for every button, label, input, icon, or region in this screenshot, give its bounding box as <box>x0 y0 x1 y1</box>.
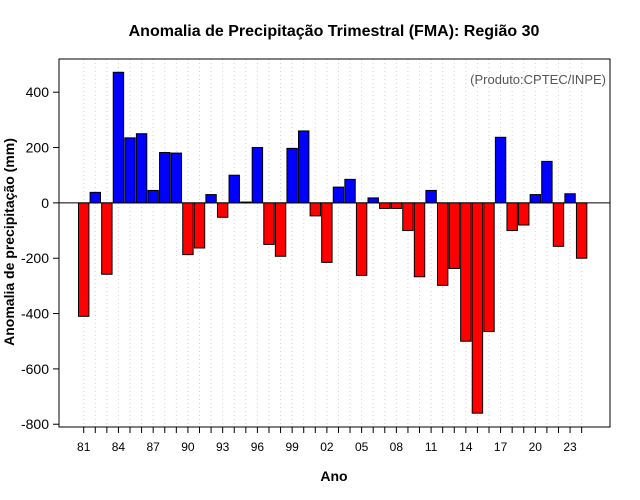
x-tick-label: 84 <box>112 440 126 454</box>
bar-19 <box>518 202 530 226</box>
x-tick-label: 90 <box>181 440 195 454</box>
bar-04 <box>344 178 356 204</box>
x-tick-label: 14 <box>459 440 473 454</box>
bar-03 <box>332 186 345 204</box>
bar-05 <box>355 202 368 276</box>
bar-09 <box>402 202 414 232</box>
plot-frame <box>58 58 611 428</box>
bar-84 <box>112 71 125 204</box>
x-tick-label: 05 <box>355 440 369 454</box>
x-tick-label: 87 <box>147 440 161 454</box>
x-tick-label: 23 <box>563 440 577 454</box>
x-tick-label: 96 <box>251 440 265 454</box>
x-tick-label: 08 <box>390 440 404 454</box>
bar-00 <box>298 130 310 204</box>
grid <box>83 59 583 427</box>
bar-13 <box>448 202 460 269</box>
y-axis-label: Anomalia de precipitação (mm) <box>1 138 17 346</box>
bar-91 <box>193 202 206 249</box>
source-annotation: (Produto:CPTEC/INPE) <box>470 72 606 87</box>
bar-22 <box>552 202 565 247</box>
y-tick-label: -200 <box>21 250 49 266</box>
bar-14 <box>460 202 472 342</box>
bar-89 <box>170 152 183 204</box>
bar-16 <box>483 202 495 333</box>
bar-92 <box>205 194 217 204</box>
bar-94 <box>228 174 240 204</box>
bar-85 <box>124 137 136 204</box>
bar-83 <box>101 202 113 275</box>
bar-90 <box>182 202 194 256</box>
bar-95 <box>240 201 252 204</box>
bar-21 <box>541 160 553 204</box>
bar-99 <box>286 147 298 204</box>
x-tick-label: 93 <box>216 440 230 454</box>
bar-24 <box>575 202 588 259</box>
bar-08 <box>390 202 403 209</box>
x-axis: 81 84 87 90 93 96 99 02 05 08 11 14 17 20 23 <box>77 427 583 454</box>
bar-01 <box>309 202 322 217</box>
bar-17 <box>494 136 507 204</box>
chart-title: Anomalia de Precipitação Trimestral (FMA… <box>129 23 540 40</box>
y-tick-label: 0 <box>41 195 49 211</box>
bar-87 <box>147 189 159 204</box>
bar-12 <box>436 202 449 286</box>
bar-07 <box>379 202 391 209</box>
bar-10 <box>413 202 426 278</box>
bar-93 <box>216 202 229 218</box>
y-tick-label: -400 <box>21 306 49 322</box>
y-tick-label: -600 <box>21 361 49 377</box>
bar-88 <box>159 152 171 204</box>
y-tick-label: 200 <box>26 140 50 156</box>
x-tick-label: 02 <box>320 440 334 454</box>
x-tick-label: 11 <box>425 440 438 454</box>
x-axis-label: Ano <box>320 468 347 484</box>
x-tick-label: 99 <box>285 440 299 454</box>
bar-18 <box>506 202 518 232</box>
bar-96 <box>251 147 264 204</box>
bar-20 <box>529 194 542 204</box>
bar-82 <box>89 191 101 204</box>
bar-23 <box>564 193 576 204</box>
x-tick-label: 20 <box>529 440 543 454</box>
bar-81 <box>78 202 90 317</box>
bars <box>78 71 588 414</box>
bar-97 <box>263 202 275 245</box>
bar-86 <box>135 133 148 204</box>
x-tick-label: 81 <box>77 440 91 454</box>
bar-11 <box>425 189 437 204</box>
bar-02 <box>321 202 333 263</box>
bar-15 <box>471 202 484 414</box>
y-axis: -800 -600 -400 -200 0 200 400 <box>21 84 59 432</box>
bar-98 <box>274 202 287 257</box>
y-tick-label: -800 <box>21 416 49 432</box>
bar-06 <box>367 197 379 204</box>
x-tick-label: 17 <box>494 440 508 454</box>
y-tick-label: 400 <box>26 84 50 100</box>
